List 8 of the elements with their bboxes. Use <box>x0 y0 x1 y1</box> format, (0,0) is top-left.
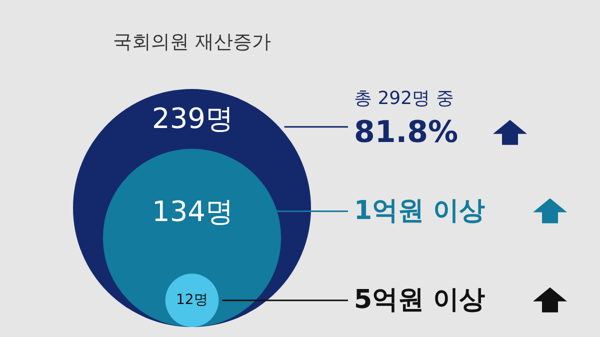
data-label: 12명 <box>176 292 208 308</box>
data-label: 239명 <box>152 102 234 135</box>
text: 총 292명 중 <box>354 88 454 109</box>
category-label: 81.8% <box>354 115 458 150</box>
data-label: 134명 <box>152 195 234 228</box>
category-label: 5억원 이상 <box>354 285 486 315</box>
category-label: 1억원 이상 <box>354 196 486 226</box>
text: 국회의원 재산증가 <box>113 31 272 53</box>
